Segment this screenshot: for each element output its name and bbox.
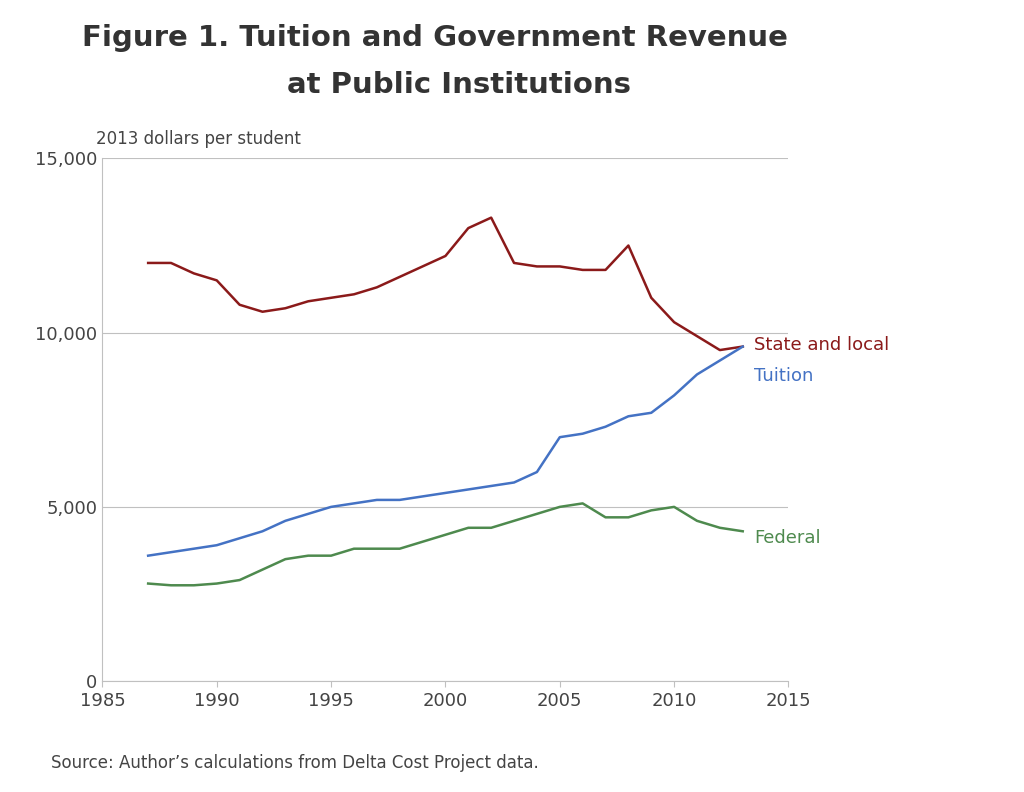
Text: Source: Author’s calculations from Delta Cost Project data.: Source: Author’s calculations from Delta… xyxy=(51,754,539,772)
Text: 2013 dollars per student: 2013 dollars per student xyxy=(95,130,300,148)
Text: Tuition: Tuition xyxy=(754,367,813,385)
Text: at Public Institutions: at Public Institutions xyxy=(287,71,631,99)
Text: Federal: Federal xyxy=(754,529,821,547)
Text: Figure 1. Tuition and Government Revenue: Figure 1. Tuition and Government Revenue xyxy=(82,24,787,51)
Text: State and local: State and local xyxy=(754,336,890,354)
